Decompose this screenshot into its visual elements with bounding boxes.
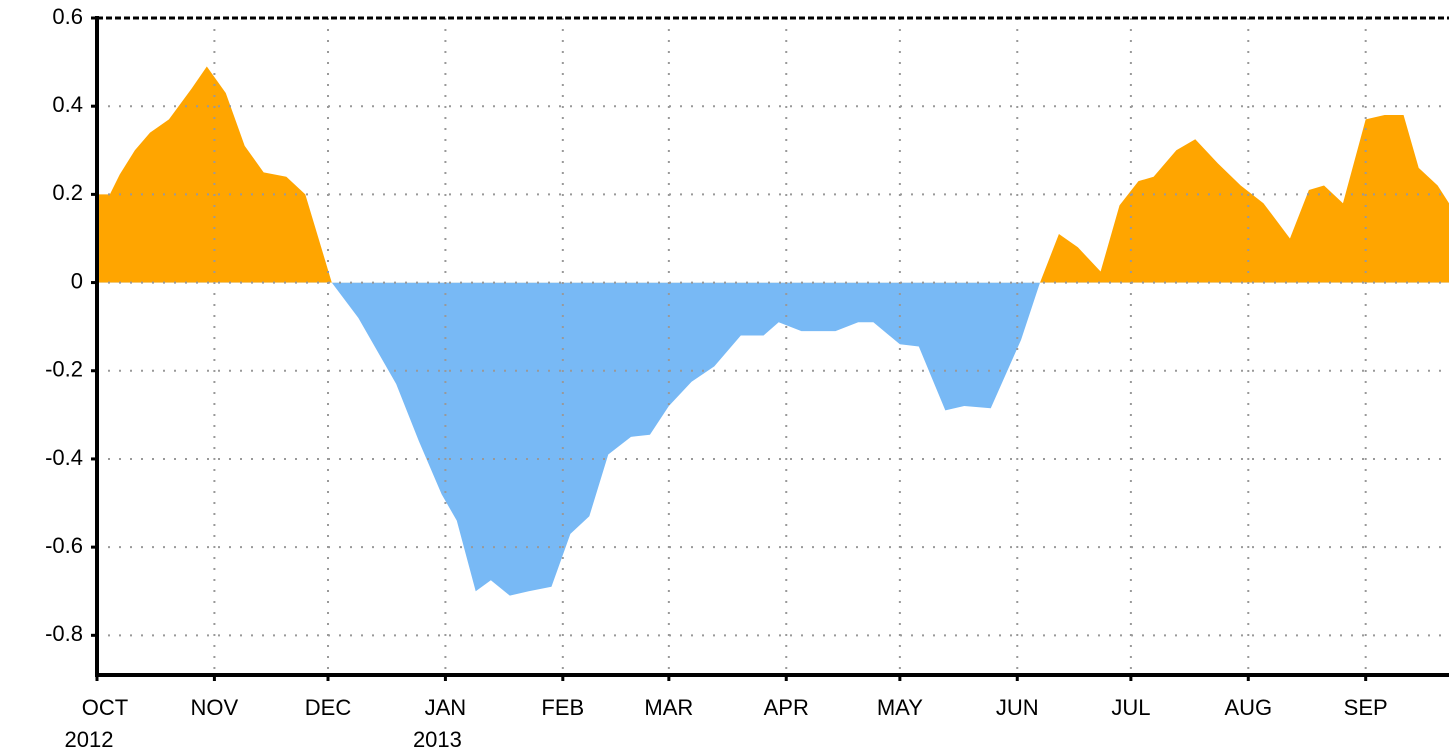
- y-tick-label: -0.4: [45, 445, 83, 470]
- y-tick-label: -0.6: [45, 533, 83, 558]
- area-negative: [97, 282, 1449, 596]
- y-tick-label: 0.4: [52, 92, 83, 117]
- y-tick-label: 0: [71, 268, 83, 293]
- x-tick-label: JUL: [1111, 695, 1150, 720]
- x-tick-label: NOV: [191, 695, 239, 720]
- year-label: 2012: [65, 727, 114, 752]
- y-tick-label: 0.6: [52, 4, 83, 29]
- x-tick-label: SEP: [1344, 695, 1388, 720]
- x-tick-label: MAR: [644, 695, 693, 720]
- x-tick-label: FEB: [541, 695, 584, 720]
- y-tick-label: 0.2: [52, 180, 83, 205]
- x-tick-label: AUG: [1224, 695, 1272, 720]
- x-tick-label: OCT: [82, 695, 128, 720]
- year-label: 2013: [413, 727, 462, 752]
- y-tick-label: -0.8: [45, 621, 83, 646]
- x-tick-label: MAY: [877, 695, 923, 720]
- x-tick-label: DEC: [305, 695, 352, 720]
- x-tick-label: APR: [764, 695, 809, 720]
- x-tick-label: JAN: [425, 695, 467, 720]
- area-positive: [97, 66, 1449, 283]
- y-tick-label: -0.2: [45, 357, 83, 382]
- x-tick-label: JUN: [996, 695, 1039, 720]
